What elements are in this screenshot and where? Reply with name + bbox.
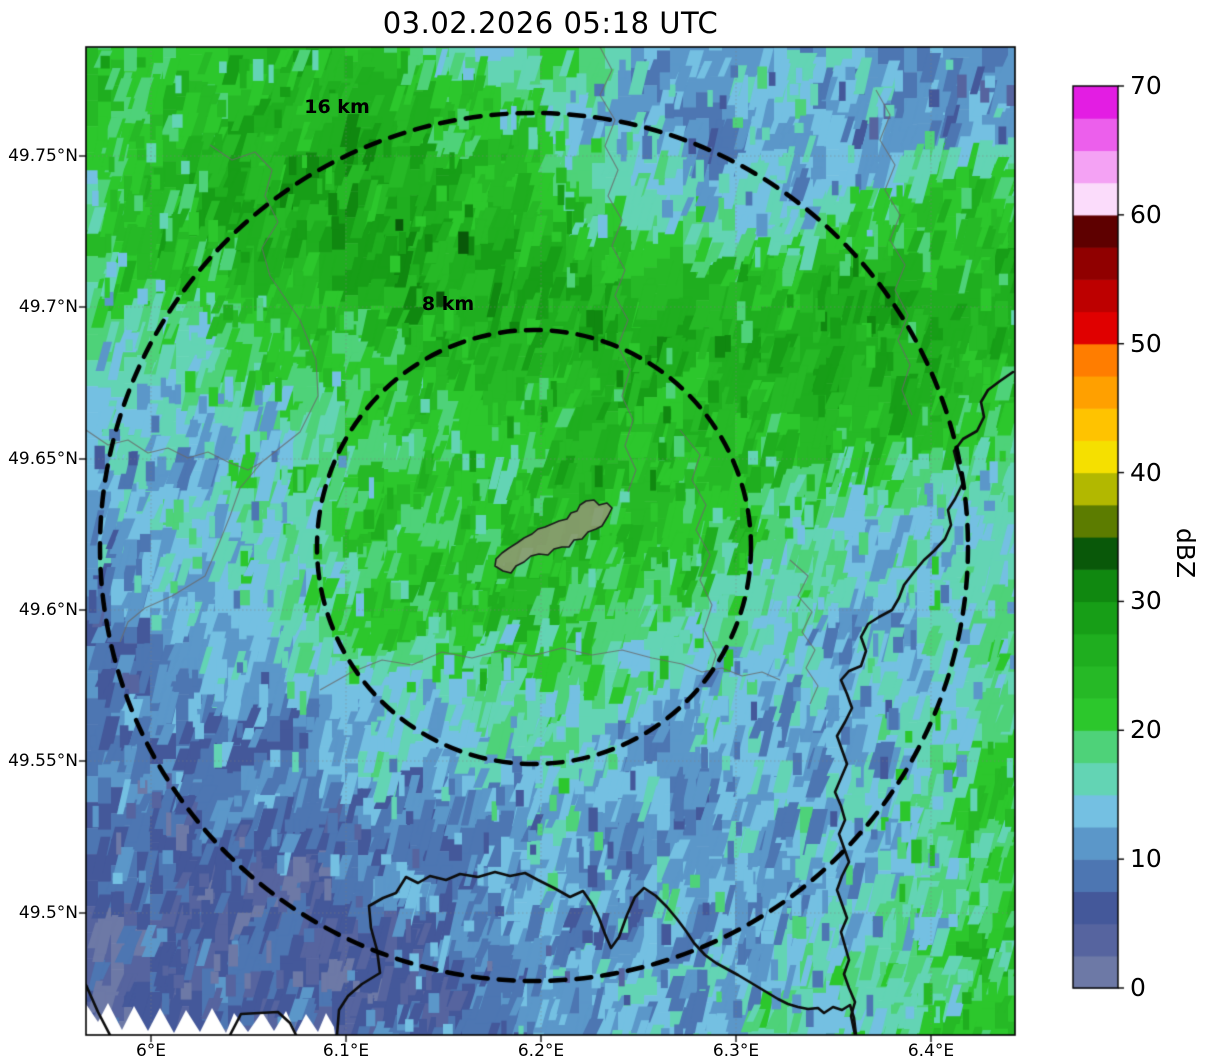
range-ring-label-16km: 16 km [304,96,370,118]
colorbar-tick-label: 10 [1130,844,1162,873]
colorbar-tick-label: 20 [1130,715,1162,744]
colorbar-axis-label: dBZ [1171,527,1200,579]
y-tick-label: 49.7°N [18,297,78,317]
x-tick-label: 6.2°E [517,1041,565,1061]
colorbar-tick-label: 40 [1130,458,1162,487]
x-tick-label: 6.1°E [322,1041,370,1061]
x-tick-label: 6°E [135,1041,167,1061]
colorbar-tick-label: 0 [1130,973,1146,1002]
range-ring-label-8km: 8 km [421,293,475,315]
colorbar-tick-label: 50 [1130,329,1162,358]
x-tick-label: 6.3°E [712,1041,760,1061]
colorbar-tick-label: 70 [1130,71,1162,100]
figure-title: 03.02.2026 05:18 UTC [382,6,719,40]
y-tick-label: 49.55°N [8,751,78,771]
y-tick-label: 49.75°N [8,146,78,166]
x-tick-label: 6.4°E [907,1041,955,1061]
y-tick-label: 49.6°N [18,600,78,620]
colorbar-tick-label: 60 [1130,200,1162,229]
y-tick-label: 49.5°N [18,903,78,923]
colorbar-tick-label: 30 [1130,586,1162,615]
y-tick-label: 49.65°N [8,449,78,469]
